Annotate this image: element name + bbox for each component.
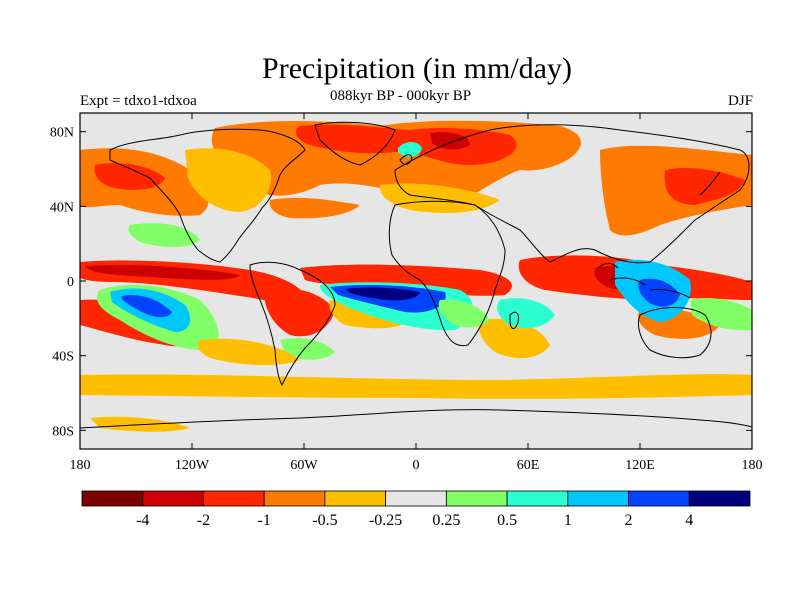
x-tick-label: 120E [625,458,655,473]
colorbar-label: 2 [625,512,633,529]
x-tick-label: 60W [290,458,318,473]
y-axis: 80N 40N 0 40S 80S [50,126,752,439]
field-north-america [185,148,271,212]
field-west-pacific-green [690,298,752,331]
x-tick-label: 180 [742,458,763,473]
x-tick-label: 0 [413,458,420,473]
colorbar-label: 0.25 [432,512,460,529]
colorbar-swatch [628,490,690,507]
season-label: DJF [727,93,753,109]
field-south-pacific-yellow [197,338,300,366]
colorbar-swatch [263,490,326,507]
field-north-pacific-red [94,163,165,190]
y-tick-label: 40N [50,200,74,215]
coastline-north-america [109,128,306,263]
field-south-atlantic-green [438,299,490,328]
coastline-antarctica [80,409,752,429]
field-southern-ocean-band [80,374,752,399]
field-atlantic-n [269,197,360,219]
x-tick-label: 180 [70,458,91,473]
field-arctic-deep [430,132,470,150]
coastline-greenland [314,121,396,166]
x-tick-label: 60E [517,458,540,473]
colorbar-swatch [506,490,569,507]
y-tick-label: 80S [52,424,74,439]
field-atlantic-navy [345,287,420,301]
colorbar-swatch [445,490,508,507]
colorbar-swatch [385,490,447,507]
colorbar-label: -1 [258,512,271,529]
coastlines [80,121,752,429]
colorbar-label: 1 [564,512,572,529]
colorbar-label: -2 [197,512,210,529]
field-atlantic-itcz [300,264,512,296]
field-central-america-green [128,223,200,247]
field-north-africa [379,183,500,213]
chart-subtitle: 088kyr BP - 000kyr BP [330,88,472,104]
field-greenland-wet [398,142,422,157]
map-area [80,113,752,449]
experiment-label: Expt = tdxo1-tdxoa [80,93,197,109]
coastline-africa [388,200,506,347]
chart-title: Precipitation (in mm/day) [262,52,572,85]
coastline-indonesia [597,263,691,299]
coastline-eurasia [394,124,750,264]
field-pacific-itcz-deep [85,265,240,280]
colorbar-swatch [688,490,751,507]
coastline-japan [699,171,721,196]
field-south-america-red [264,288,335,337]
coastline-australia [637,307,712,359]
colorbar-label: -0.25 [369,512,402,529]
colorbar-swatch [203,490,265,507]
colorbar-labels: -4 -2 -1 -0.5 -0.25 0.25 0.5 1 2 4 [136,512,693,529]
y-tick-label: 40S [52,350,74,365]
colorbar-swatch [142,490,204,507]
coastline-madagascar [509,311,519,329]
colorbar-swatch [324,490,387,507]
coastline-south-america [249,261,336,387]
colorbar [81,490,751,507]
y-tick-label: 80N [50,126,74,141]
coastline-uk [399,154,413,165]
colorbar-label: 4 [685,512,693,529]
field-east-asia-red [664,168,745,205]
colorbar-swatch [81,490,144,507]
field-indian-cyan [497,298,555,329]
field-southern-ocean-green [280,338,335,360]
field-africa-south [478,318,550,359]
colorbar-swatch [567,490,629,507]
field-south-pacific-dark [121,294,172,318]
x-tick-label: 120W [175,458,210,473]
colorbar-label: -4 [136,512,149,529]
colorbar-label: -0.5 [312,512,337,529]
precipitation-anomaly-fields [80,120,752,432]
field-indonesia-dark [638,278,680,307]
colorbar-label: 0.5 [497,512,517,529]
y-tick-label: 0 [67,275,74,290]
x-axis: 180 120W 60W 0 60E 120E 180 [70,113,763,473]
